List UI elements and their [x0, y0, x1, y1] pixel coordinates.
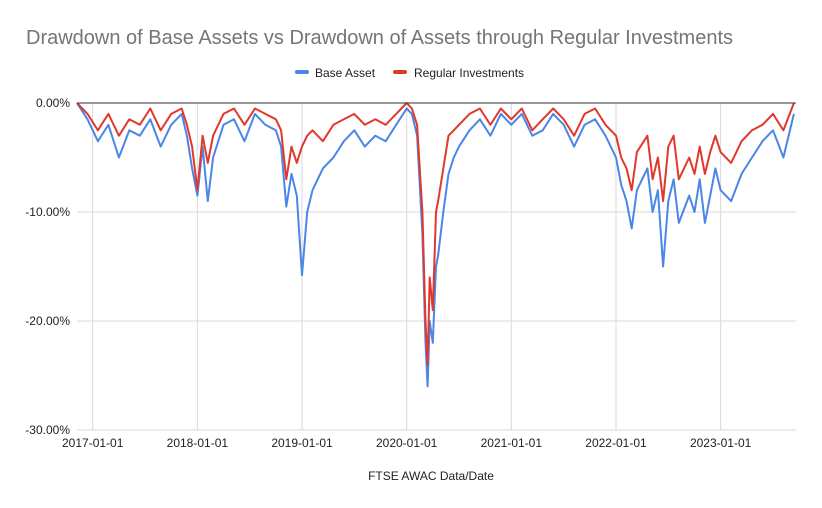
legend: Base Asset Regular Investments — [295, 66, 524, 80]
legend-swatch-regular-investments — [393, 70, 407, 74]
series-line-regular-investments[interactable] — [76, 102, 795, 366]
x-tick-label: 2019-01-01 — [271, 436, 333, 450]
y-tick-label: 0.00% — [36, 96, 70, 110]
x-axis-title: FTSE AWAC Data/Date — [368, 469, 494, 483]
series-layer — [76, 102, 795, 388]
x-tick-label: 2018-01-01 — [167, 436, 229, 450]
legend-item-regular-investments[interactable]: Regular Investments — [393, 66, 524, 80]
x-tick-label: 2021-01-01 — [481, 436, 543, 450]
x-tick-label: 2022-01-01 — [585, 436, 647, 450]
x-tick-label: 2023-01-01 — [690, 436, 752, 450]
chart-title: Drawdown of Base Assets vs Drawdown of A… — [26, 27, 733, 49]
x-tick-label: 2020-01-01 — [376, 436, 438, 450]
x-tick-label: 2017-01-01 — [62, 436, 124, 450]
y-tick-label: -30.00% — [25, 423, 70, 437]
legend-label-regular-investments: Regular Investments — [414, 66, 524, 80]
legend-label-base-asset: Base Asset — [315, 66, 376, 80]
legend-swatch-base-asset — [295, 70, 309, 74]
legend-item-base-asset[interactable]: Base Asset — [295, 66, 376, 80]
y-tick-label: -10.00% — [25, 205, 70, 219]
series-line-base-asset[interactable] — [76, 102, 795, 388]
y-axis-ticks: 0.00% -10.00% -20.00% -30.00% — [25, 96, 70, 437]
x-axis-ticks: 2017-01-01 2018-01-01 2019-01-01 2020-01-01… — [62, 436, 752, 450]
y-tick-label: -20.00% — [25, 314, 70, 328]
vertical-gridlines — [92, 103, 722, 430]
